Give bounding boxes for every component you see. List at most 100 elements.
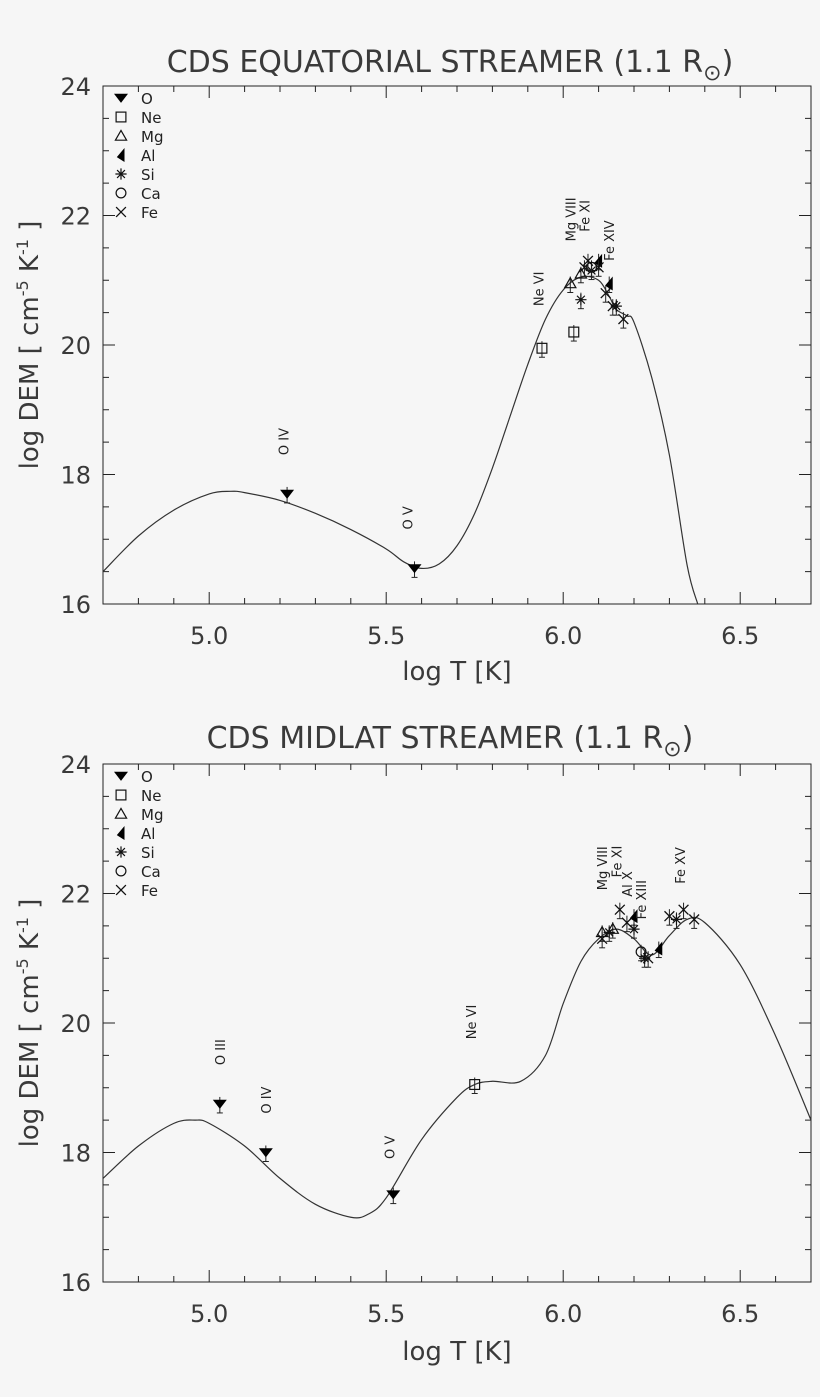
- legend-symbol-al: [116, 826, 125, 840]
- y-tick-label: 22: [60, 203, 91, 231]
- data-point-fe: [678, 904, 689, 916]
- data-point-si: [670, 913, 683, 925]
- y-tick-label: 16: [60, 1269, 91, 1297]
- y-axis-label-part: -5: [13, 280, 32, 296]
- ion-label: Ne VI: [465, 1005, 480, 1040]
- y-axis-label-part: K: [15, 254, 45, 280]
- data-point-ne: [568, 326, 580, 338]
- legend-symbol-si: [115, 168, 127, 180]
- data-point-ca: [635, 946, 647, 958]
- x-tick-label: 5.5: [367, 622, 405, 650]
- y-tick-label: 20: [60, 1010, 91, 1038]
- ion-label: O IV: [278, 428, 293, 455]
- data-point-si: [639, 952, 651, 964]
- y-axis-label-part: -5: [13, 958, 32, 974]
- x-tick-label: 6.0: [544, 622, 582, 650]
- x-axis-label: log T [K]: [402, 657, 511, 687]
- data-point-si: [610, 300, 622, 312]
- sun-symbol-icon: ⊙: [703, 61, 721, 86]
- equatorial-streamer-chart: CDS EQUATORIAL STREAMER (1.1 R⊙) 5.0 5.5 6.…: [13, 45, 812, 687]
- data-point-fe: [600, 287, 612, 299]
- y-axis-label-part: -1: [13, 917, 32, 933]
- data-point-fe: [642, 952, 654, 964]
- legend-symbol-mg: [114, 129, 128, 141]
- ion-label: Fe XIV: [603, 220, 618, 261]
- data-point-fe: [621, 917, 633, 928]
- legend-symbol-fe: [115, 884, 127, 896]
- data-point-o: [386, 1190, 401, 1200]
- legend-label: Ne: [141, 787, 161, 805]
- ion-label: Al X: [621, 871, 636, 897]
- ion-label: O IV: [260, 1086, 275, 1113]
- legend-label: Ne: [141, 109, 161, 127]
- data-point-fe: [614, 904, 626, 916]
- y-axis-label-part: ]: [15, 899, 45, 917]
- legend-label: Mg: [141, 806, 163, 824]
- chart-title-text: CDS MIDLAT STREAMER (1.1 R: [207, 721, 664, 756]
- data-point-fe: [593, 261, 604, 273]
- data-point-mg: [563, 276, 577, 289]
- y-axis-label-part: log DEM [ cm: [15, 296, 45, 469]
- ion-label: O V: [384, 1136, 399, 1159]
- data-point-o: [407, 564, 422, 574]
- data-point-ne: [536, 342, 548, 354]
- chart-title-end: ): [722, 45, 734, 80]
- data-point-mg: [606, 922, 620, 934]
- legend-symbol-ne: [115, 789, 127, 801]
- data-point-si: [628, 923, 640, 935]
- x-axis-label: log T [K]: [402, 1337, 511, 1367]
- y-tick-label: 16: [60, 591, 91, 619]
- y-tick-label: 24: [60, 73, 91, 101]
- data-point-o: [212, 1099, 227, 1109]
- chart-title: CDS EQUATORIAL STREAMER (1.1 R⊙): [167, 45, 734, 86]
- y-tick-label: 20: [60, 332, 91, 360]
- legend-label: Si: [141, 844, 155, 862]
- data-point-o: [258, 1148, 273, 1158]
- ion-label: Ne VI: [532, 272, 547, 307]
- legend-label: Ca: [141, 863, 161, 881]
- chart-title-text: CDS EQUATORIAL STREAMER (1.1 R: [167, 45, 703, 80]
- legend-symbol-si: [115, 846, 127, 858]
- ion-label: Fe XIII: [635, 880, 650, 919]
- chart-title: CDS MIDLAT STREAMER (1.1 R⊙): [207, 721, 694, 762]
- y-axis-label-part: -1: [13, 239, 32, 255]
- y-axis-label-part: log DEM [ cm: [15, 974, 45, 1147]
- data-point-fe: [688, 914, 700, 925]
- x-tick-label: 5.0: [190, 622, 228, 650]
- legend-symbol-ne: [115, 111, 127, 123]
- y-tick-label: 22: [60, 881, 91, 909]
- x-tick-label: 6.5: [721, 622, 759, 650]
- ion-label: Mg VIII: [564, 197, 579, 241]
- legend-label: Al: [141, 147, 155, 165]
- legend-label: O: [141, 768, 153, 786]
- y-tick-label: 18: [60, 1140, 91, 1168]
- data-point-o: [280, 489, 295, 499]
- y-tick-label: 18: [60, 462, 91, 490]
- data-point-al: [605, 276, 613, 291]
- data-point-si: [603, 926, 615, 938]
- ion-label: Fe XI: [610, 846, 625, 878]
- x-tick-label: 5.5: [367, 1300, 405, 1328]
- legend-label: Al: [141, 825, 155, 843]
- data-point-fe: [582, 255, 594, 267]
- ion-label: Fe XI: [578, 200, 593, 232]
- legend-label: O: [141, 90, 153, 108]
- legend-symbol-ca: [115, 187, 127, 199]
- plot-frame: [102, 85, 812, 605]
- ion-label: Mg VIII: [596, 846, 611, 890]
- legend-label: Fe: [141, 882, 158, 900]
- data-point-fe: [618, 313, 629, 325]
- data-point-ca: [586, 261, 598, 273]
- y-axis-label-part: ]: [15, 221, 45, 239]
- data-point-al: [654, 941, 663, 956]
- legend-symbol-ca: [115, 865, 127, 877]
- ion-label: Fe XV: [674, 847, 689, 884]
- legend-symbol-mg: [114, 807, 128, 819]
- x-tick-label: 5.0: [190, 1300, 228, 1328]
- legend-label: Mg: [141, 128, 163, 146]
- legend-symbol-o: [114, 93, 128, 103]
- y-axis-label: log DEM [ cm-5 K-1 ]: [13, 221, 45, 470]
- data-point-mg: [574, 266, 588, 279]
- data-point-al: [629, 909, 638, 924]
